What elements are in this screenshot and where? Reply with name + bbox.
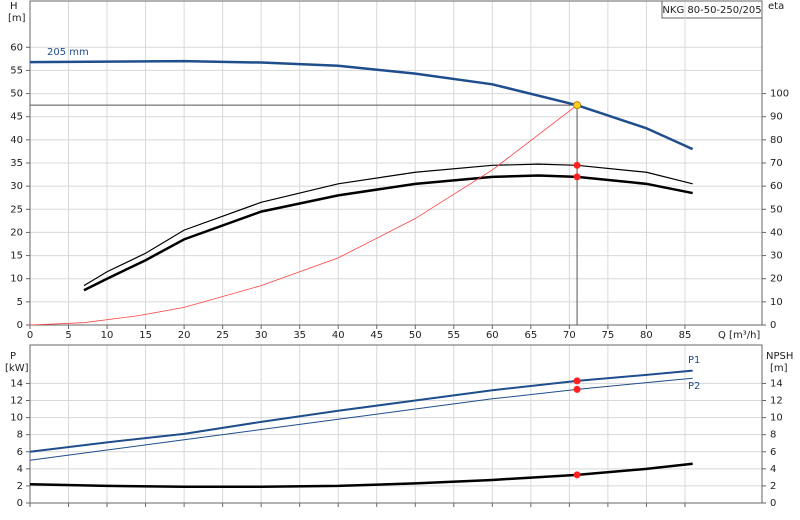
y2-tick-label: 30	[770, 251, 783, 262]
y2-label: NPSH	[766, 351, 793, 362]
plot-frame	[29, 344, 763, 504]
y-label: H	[10, 1, 18, 12]
y2-tick-label: 70	[770, 158, 783, 169]
y2-tick-label: 10	[770, 413, 783, 424]
curve	[29, 104, 578, 326]
curve-label: P1	[688, 355, 700, 366]
curve	[29, 462, 693, 489]
y-tick-label: 6	[17, 447, 23, 458]
x-tick-label: 75	[602, 330, 615, 341]
point-marker	[573, 377, 581, 385]
y-tick-label: 8	[17, 430, 23, 441]
y-tick-label: 5	[17, 297, 23, 308]
y-unit: [kW]	[5, 363, 29, 374]
curve	[29, 59, 694, 151]
y-tick-label: 10	[10, 413, 23, 424]
y2-tick-label: 0	[770, 498, 776, 509]
y-tick-label: 10	[10, 274, 23, 285]
point-marker	[573, 101, 582, 110]
y-tick-label: 50	[10, 89, 23, 100]
y-unit: [m]	[8, 13, 26, 24]
y2-unit: [m]	[770, 363, 788, 374]
point-marker	[573, 173, 581, 181]
x-tick-label: 15	[139, 330, 152, 341]
y2-tick-label: 2	[770, 481, 776, 492]
point-marker	[573, 161, 581, 169]
x-tick-label: 50	[409, 330, 422, 341]
y-tick-label: 12	[10, 396, 23, 407]
x-tick-label: 40	[332, 330, 345, 341]
y2-tick-label: 14	[770, 378, 783, 389]
y2-tick-label: 12	[770, 396, 783, 407]
x-tick-label: 45	[370, 330, 383, 341]
y-tick-label: 40	[10, 135, 23, 146]
x-tick-label: 5	[65, 330, 71, 341]
x-tick-label: 0	[27, 330, 33, 341]
y2-tick-label: 50	[770, 204, 783, 215]
curve	[83, 163, 693, 287]
x-tick-label: 60	[486, 330, 499, 341]
x-tick-label: 20	[178, 330, 191, 341]
x-tick-label: 35	[293, 330, 306, 341]
x-label: Q [m³/h]	[718, 330, 760, 341]
y-tick-label: 4	[17, 464, 23, 475]
y2-tick-label: 90	[770, 112, 783, 123]
plot-frame	[29, 0, 763, 326]
curve-label: P2	[688, 381, 700, 392]
curve-label: 205 mm	[47, 47, 89, 58]
x-tick-label: 30	[255, 330, 268, 341]
y2-tick-label: 10	[770, 297, 783, 308]
y2-tick-label: 0	[770, 320, 776, 331]
y-tick-label: 20	[10, 227, 23, 238]
y2-tick-label: 8	[770, 430, 776, 441]
y-tick-label: 25	[10, 204, 23, 215]
y2-tick-label: 100	[770, 89, 789, 100]
y-label: P	[10, 351, 16, 362]
y2-tick-label: 20	[770, 274, 783, 285]
point-marker	[573, 385, 581, 393]
y-tick-label: 0	[17, 320, 23, 331]
y2-label: eta	[768, 1, 784, 12]
x-tick-label: 70	[563, 330, 576, 341]
x-tick-label: 25	[216, 330, 229, 341]
point-marker	[573, 471, 581, 479]
y-tick-label: 60	[10, 42, 23, 53]
y-tick-label: 0	[17, 498, 23, 509]
x-tick-label: 65	[524, 330, 537, 341]
y2-tick-label: 4	[770, 464, 776, 475]
y-tick-label: 15	[10, 251, 23, 262]
y-tick-label: 14	[10, 378, 23, 389]
y2-tick-label: 40	[770, 227, 783, 238]
y-tick-label: 2	[17, 481, 23, 492]
y-tick-label: 55	[10, 65, 23, 76]
x-tick-label: 85	[679, 330, 692, 341]
curve	[29, 377, 693, 461]
y-tick-label: 45	[10, 112, 23, 123]
y-tick-label: 30	[10, 181, 23, 192]
x-tick-label: 80	[640, 330, 653, 341]
curve	[83, 174, 693, 292]
x-tick-label: 55	[447, 330, 460, 341]
x-tick-label: 10	[101, 330, 114, 341]
y-tick-label: 35	[10, 158, 23, 169]
curve	[29, 369, 693, 453]
y2-tick-label: 6	[770, 447, 776, 458]
y2-tick-label: 60	[770, 181, 783, 192]
chart-title: NKG 80-50-250/205	[662, 5, 761, 16]
y2-tick-label: 80	[770, 135, 783, 146]
